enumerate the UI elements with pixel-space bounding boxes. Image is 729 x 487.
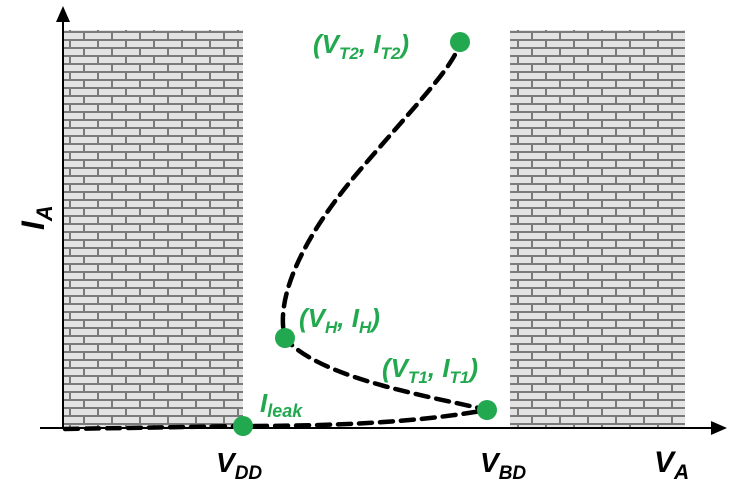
tick-label-vbd: VBD [480, 447, 526, 484]
x-axis-label: VA [654, 446, 689, 484]
y-axis-arrow-icon [56, 6, 70, 22]
y-axis [56, 6, 70, 428]
brick-wall-left [63, 30, 243, 428]
label-t1: (VT1, IT1) [382, 353, 478, 387]
point-t1 [477, 400, 497, 420]
point-t2 [450, 32, 470, 52]
label-h: (VH, IH) [299, 303, 380, 337]
label-t2: (VT2, IT2) [313, 29, 409, 63]
point-leak [233, 416, 253, 436]
label-leak: Ileak [260, 388, 303, 421]
point-h [275, 328, 295, 348]
tick-label-vdd: VDD [216, 447, 262, 484]
y-axis-label: IA [15, 205, 57, 230]
iv-curve [62, 39, 488, 432]
brick-wall-right [510, 30, 685, 428]
x-axis-arrow-icon [711, 421, 727, 435]
